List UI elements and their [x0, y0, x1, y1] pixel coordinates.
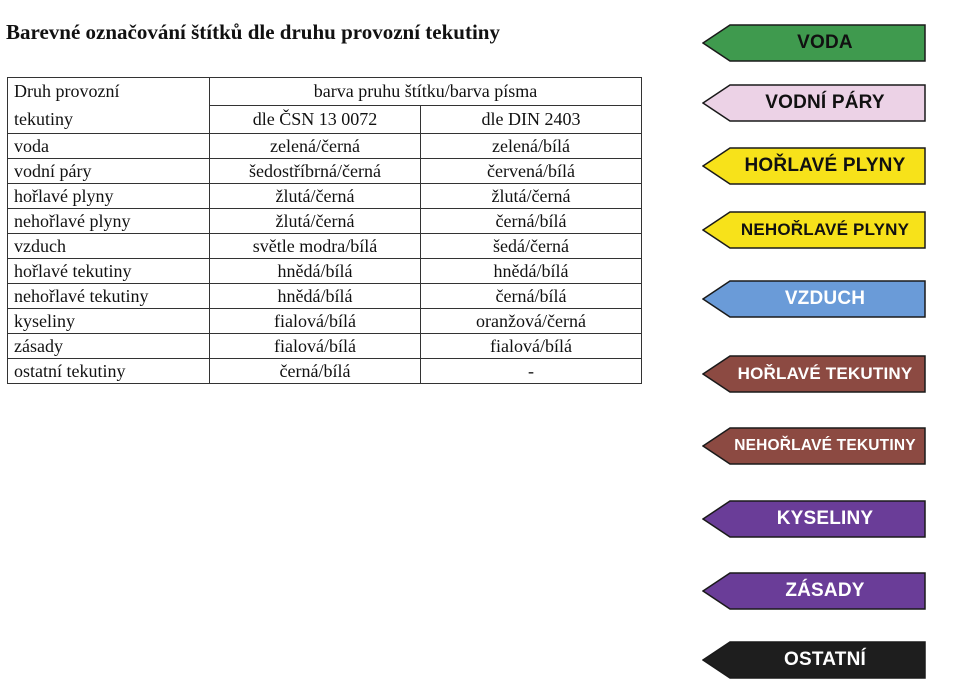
- pipe-label-arrow: VODNÍ PÁRY: [702, 84, 926, 122]
- cell-csn: černá/bílá: [209, 358, 421, 384]
- table-row: zásady fialová/bílá fialová/bílá: [7, 333, 643, 359]
- arrow-shape: [702, 84, 926, 122]
- pipe-label-text: KYSELINY: [776, 508, 874, 529]
- pipe-label-text: VODNÍ PÁRY: [765, 92, 885, 113]
- arrow-shape: [702, 147, 926, 185]
- cell-csn: světle modra/bílá: [209, 233, 421, 259]
- pipe-label-text: VZDUCH: [784, 288, 866, 309]
- arrow-fill: [702, 84, 926, 122]
- header-fluid-type-line1: Druh provozní: [7, 77, 210, 106]
- pipe-label-text: NEHOŘLAVÉ PLYNY: [740, 220, 910, 239]
- pipe-label-arrow: ZÁSADY: [702, 572, 926, 610]
- arrow-shape: [702, 211, 926, 249]
- pipe-label-arrow: NEHOŘLAVÉ PLYNY: [702, 211, 926, 249]
- cell-fluid: voda: [7, 133, 210, 159]
- arrow-fill: [702, 147, 926, 185]
- arrow-fill: [702, 280, 926, 318]
- pipe-label-text: VODA: [797, 32, 853, 53]
- cell-csn: žlutá/černá: [209, 183, 421, 209]
- page-title: Barevné označování štítků dle druhu prov…: [6, 20, 500, 44]
- table-row: voda zelená/černá zelená/bílá: [7, 133, 643, 159]
- arrow-shape: [702, 641, 926, 679]
- cell-fluid: nehořlavé plyny: [7, 208, 210, 234]
- cell-fluid: vzduch: [7, 233, 210, 259]
- pipe-label-arrow: HOŘLAVÉ TEKUTINY: [702, 355, 926, 393]
- cell-fluid: kyseliny: [7, 308, 210, 334]
- arrow-fill: [702, 641, 926, 679]
- arrow-shape: [702, 24, 926, 62]
- arrow-fill: [702, 24, 926, 62]
- table-row: vodní páry šedostříbrná/černá červená/bílá: [7, 158, 643, 184]
- pipe-label-text: HOŘLAVÉ TEKUTINY: [737, 364, 913, 383]
- arrow-fill: [702, 572, 926, 610]
- cell-fluid: hořlavé plyny: [7, 183, 210, 209]
- arrow-shape: [702, 280, 926, 318]
- pipe-label-arrow: KYSELINY: [702, 500, 926, 538]
- pipe-label-text: OSTATNÍ: [784, 649, 866, 670]
- pipe-label-arrow: NEHOŘLAVÉ TEKUTINY: [702, 427, 926, 465]
- header-csn: dle ČSN 13 0072: [209, 105, 421, 134]
- cell-din: žlutá/černá: [419, 183, 643, 209]
- arrow-shape: [702, 355, 926, 393]
- table-row: kyseliny fialová/bílá oranžová/černá: [7, 308, 643, 334]
- table-row: ostatní tekutiny černá/bílá -: [7, 358, 643, 384]
- cell-csn: šedostříbrná/černá: [209, 158, 421, 184]
- pipe-label-arrow: VODA: [702, 24, 926, 62]
- table-body: voda zelená/černá zelená/bílá vodní páry šed…: [7, 133, 643, 384]
- table-row: nehořlavé plyny žlutá/černá černá/bílá: [7, 208, 643, 234]
- arrow-shape: [702, 500, 926, 538]
- table-row: hořlavé plyny žlutá/černá žlutá/černá: [7, 183, 643, 209]
- arrow-shape: [702, 427, 926, 465]
- color-coding-table: Druh provozní barva pruhu štítku/barva p…: [7, 77, 643, 384]
- table-row: vzduch světle modra/bílá šedá/černá: [7, 233, 643, 259]
- cell-din: hnědá/bílá: [419, 258, 643, 284]
- cell-csn: žlutá/černá: [209, 208, 421, 234]
- pipe-label-arrow: VZDUCH: [702, 280, 926, 318]
- cell-din: -: [419, 358, 643, 384]
- pipe-label-text: NEHOŘLAVÉ TEKUTINY: [734, 437, 916, 454]
- cell-fluid: zásady: [7, 333, 210, 359]
- pipe-label-text: HOŘLAVÉ PLYNY: [744, 155, 906, 176]
- cell-fluid: ostatní tekutiny: [7, 358, 210, 384]
- arrow-fill: [702, 500, 926, 538]
- arrow-fill: [702, 355, 926, 393]
- cell-din: oranžová/černá: [419, 308, 643, 334]
- arrow-shape: [702, 572, 926, 610]
- arrow-fill: [702, 427, 926, 465]
- pipe-label-arrow: HOŘLAVÉ PLYNY: [702, 147, 926, 185]
- arrow-fill: [702, 211, 926, 249]
- pipe-label-text: ZÁSADY: [785, 580, 865, 601]
- pipe-label-arrow: OSTATNÍ: [702, 641, 926, 679]
- cell-fluid: vodní páry: [7, 158, 210, 184]
- header-fluid-type-line2: tekutiny: [7, 105, 210, 134]
- header-din: dle DIN 2403: [419, 105, 643, 134]
- header-color-group: barva pruhu štítku/barva písma: [208, 77, 643, 106]
- cell-din: fialová/bílá: [419, 333, 643, 359]
